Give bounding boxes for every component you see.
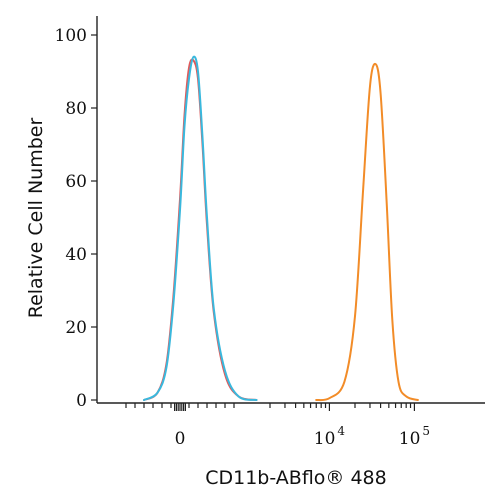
y-tick-label: 20 (65, 318, 87, 338)
y-tick-label: 60 (65, 172, 87, 192)
x-tick-label-exponent: 4 (337, 424, 345, 438)
x-tick-label-exponent: 5 (422, 424, 430, 438)
axes (91, 16, 485, 411)
y-tick-label: 0 (76, 391, 87, 411)
x-axis-title: CD11b-ABflo® 488 (205, 467, 387, 489)
series-line-2 (315, 62, 419, 402)
x-tick-label: 10 4 (314, 424, 346, 449)
x-tick-label: 0 (175, 429, 186, 449)
series-line-1 (143, 55, 258, 401)
x-tick-label: 10 5 (399, 424, 430, 449)
series-group (143, 55, 419, 402)
y-tick-label: 40 (65, 245, 87, 265)
x-tick-label-base: 0 (175, 429, 186, 449)
y-axis-title: Relative Cell Number (25, 118, 47, 319)
x-tick-label-base: 10 (399, 429, 421, 449)
y-tick-label: 100 (55, 26, 87, 46)
y-tick-label: 80 (65, 99, 87, 119)
x-tick-label-base: 10 (314, 429, 336, 449)
